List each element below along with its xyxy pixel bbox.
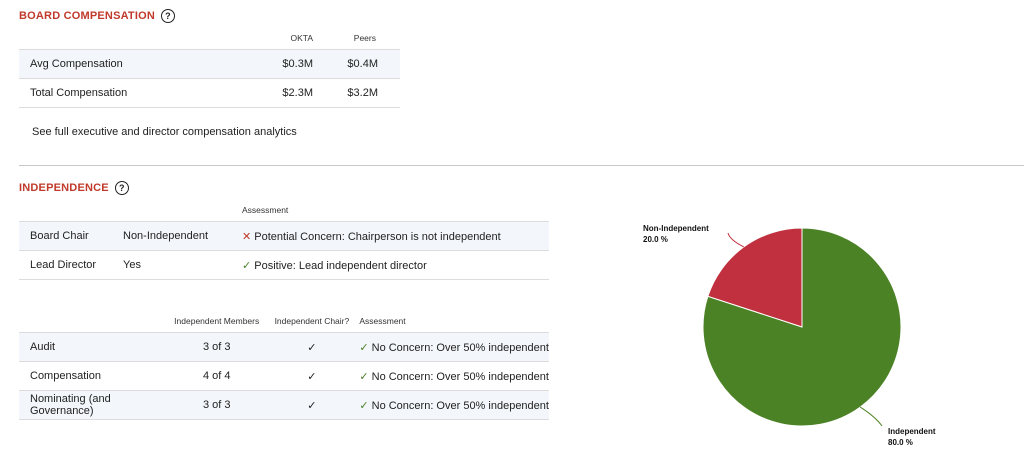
row-value: Yes (112, 250, 239, 280)
board-compensation-title: BOARD COMPENSATION ? (19, 9, 176, 23)
table-row: Lead Director Yes ✓ Positive: Lead indep… (19, 250, 549, 280)
assessment-text: Positive: Lead independent director (254, 259, 427, 272)
pie-label: Non-Independent (643, 224, 709, 233)
okta-value: $2.3M (239, 78, 317, 108)
assessment-text: No Concern: Over 50% independent (371, 370, 549, 383)
independence-title: INDEPENDENCE ? (19, 181, 129, 195)
assessment-header: Assessment (242, 205, 289, 215)
peers-value: $3.2M (317, 78, 400, 108)
committee-table: Independent Members Independent Chair? A… (19, 310, 549, 420)
assessment-cell: ✓ No Concern: Over 50% independent (358, 332, 549, 362)
assessment-cell: ✓ No Concern: Over 50% independent (358, 390, 549, 420)
row-value: Non-Independent (112, 221, 239, 251)
section-divider (19, 165, 1024, 166)
row-label: Total Compensation (19, 78, 239, 108)
check-icon: ✓ (242, 259, 252, 272)
column-header-okta: OKTA (290, 33, 313, 43)
help-icon[interactable]: ? (161, 9, 176, 23)
committee-name: Nominating (and Governance) (19, 390, 168, 420)
check-icon: ✓ (359, 370, 369, 383)
row-label: Board Chair (19, 221, 112, 251)
independent-chair-check-icon: ✓ (265, 332, 359, 362)
assessment-text: Potential Concern: Chairperson is not in… (254, 230, 501, 243)
independence-title-text: INDEPENDENCE (19, 182, 109, 194)
independent-members: 4 of 4 (167, 361, 266, 391)
board-compensation-title-text: BOARD COMPENSATION (19, 10, 156, 22)
okta-value: $0.3M (239, 49, 317, 79)
independent-members: 3 of 3 (167, 390, 266, 420)
column-header-peers: Peers (353, 33, 376, 43)
pie-value-label: 20.0 % (643, 235, 668, 244)
assessment-cell: ✓ No Concern: Over 50% independent (358, 361, 549, 391)
table-row: Compensation 4 of 4 ✓ ✓ No Concern: Over… (19, 361, 549, 391)
pie-label: Independent (888, 427, 936, 436)
leadership-table: Assessment Board Chair Non-Independent ✕… (19, 199, 549, 280)
table-row: Total Compensation $2.3M $3.2M (19, 78, 400, 108)
help-icon[interactable]: ? (114, 181, 129, 195)
leadership-header-row: Assessment (19, 199, 549, 222)
table-row: Nominating (and Governance) 3 of 3 ✓ ✓ N… (19, 390, 549, 420)
compensation-header-row: OKTA Peers (19, 27, 400, 50)
assessment-text: No Concern: Over 50% independent (371, 399, 549, 412)
compensation-analytics-link[interactable]: See full executive and director compensa… (32, 126, 297, 138)
committee-name: Compensation (19, 361, 168, 391)
assessment-cell: ✓ Positive: Lead independent director (239, 250, 549, 280)
independent-chair-check-icon: ✓ (265, 361, 359, 391)
row-label: Avg Compensation (19, 49, 239, 79)
concern-x-icon: ✕ (242, 230, 252, 243)
pie-value-label: 80.0 % (888, 438, 913, 447)
pie-connector-line (727, 232, 745, 248)
assessment-cell: ✕ Potential Concern: Chairperson is not … (239, 221, 549, 251)
committee-name: Audit (19, 332, 168, 362)
assessment-text: No Concern: Over 50% independent (371, 341, 549, 354)
independent-members: 3 of 3 (167, 332, 266, 362)
pie-connector-line (859, 406, 883, 427)
table-row: Avg Compensation $0.3M $0.4M (19, 49, 400, 79)
row-label: Lead Director (19, 250, 112, 280)
independent-chair-header: Independent Chair? (274, 316, 350, 326)
compensation-table: OKTA Peers Avg Compensation $0.3M $0.4M … (19, 27, 400, 108)
assessment-header: Assessment (359, 316, 406, 326)
check-icon: ✓ (359, 399, 369, 412)
independent-chair-check-icon: ✓ (265, 390, 359, 420)
independent-members-header: Independent Members (174, 316, 260, 326)
peers-value: $0.4M (317, 49, 400, 79)
check-icon: ✓ (359, 341, 369, 354)
table-row: Audit 3 of 3 ✓ ✓ No Concern: Over 50% in… (19, 332, 549, 362)
committee-header-row: Independent Members Independent Chair? A… (19, 310, 549, 333)
table-row: Board Chair Non-Independent ✕ Potential … (19, 221, 549, 251)
